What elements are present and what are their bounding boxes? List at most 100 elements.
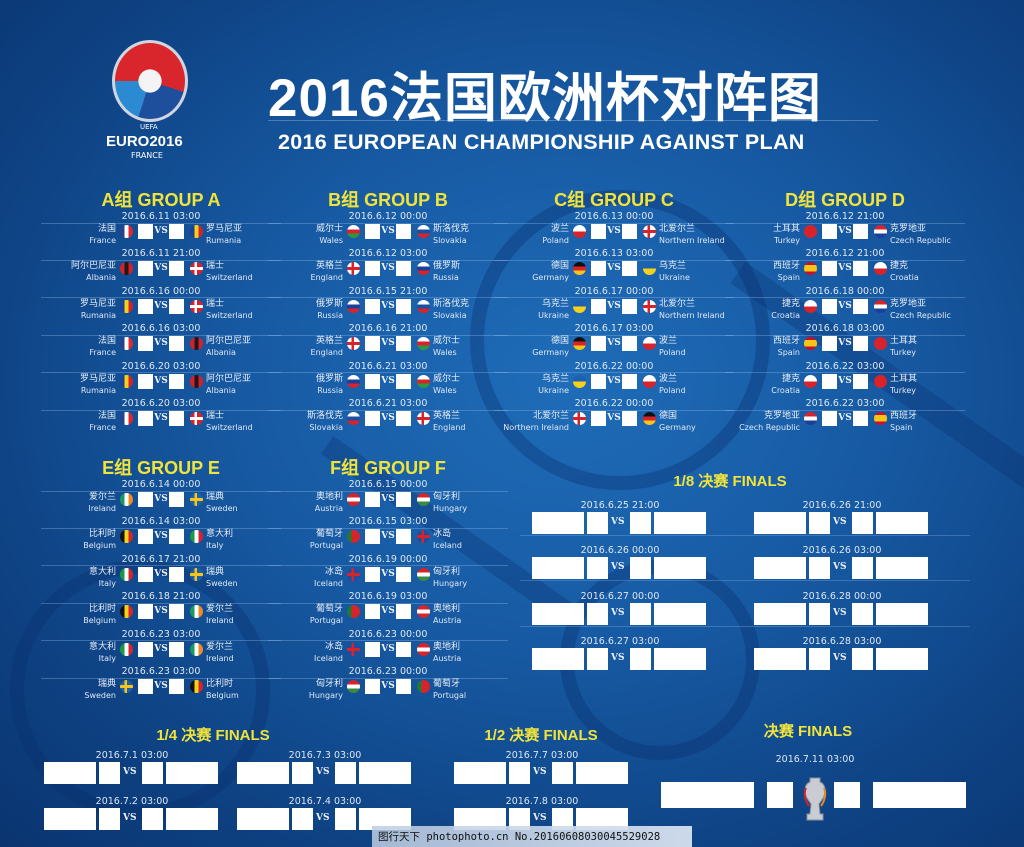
home-score-box[interactable] xyxy=(292,808,313,830)
home-score-box[interactable] xyxy=(822,336,837,352)
home-team-box[interactable] xyxy=(44,762,96,784)
home-score-box[interactable] xyxy=(138,298,153,314)
home-score-box[interactable] xyxy=(822,261,837,277)
away-score-box[interactable] xyxy=(853,261,868,277)
home-score-box[interactable] xyxy=(365,298,380,314)
home-score-box[interactable] xyxy=(365,224,380,239)
away-team-box[interactable] xyxy=(654,512,706,534)
home-score-box[interactable] xyxy=(365,604,380,620)
away-score-box[interactable] xyxy=(396,566,411,582)
home-score-box[interactable] xyxy=(591,298,606,314)
away-score-box[interactable] xyxy=(630,512,651,534)
home-score-box[interactable] xyxy=(509,808,530,830)
final-home-score-box[interactable] xyxy=(767,782,793,808)
home-score-box[interactable] xyxy=(587,557,608,579)
away-score-box[interactable] xyxy=(396,261,411,277)
home-score-box[interactable] xyxy=(99,808,120,830)
away-team-box[interactable] xyxy=(166,808,218,830)
away-team-box[interactable] xyxy=(654,603,706,625)
home-score-box[interactable] xyxy=(365,566,380,582)
away-team-box[interactable] xyxy=(876,557,928,579)
away-score-box[interactable] xyxy=(169,529,184,545)
home-score-box[interactable] xyxy=(365,261,380,277)
home-team-box[interactable] xyxy=(754,512,806,534)
away-score-box[interactable] xyxy=(169,336,184,352)
away-score-box[interactable] xyxy=(169,373,184,389)
home-score-box[interactable] xyxy=(138,336,153,352)
away-score-box[interactable] xyxy=(396,411,411,426)
away-score-box[interactable] xyxy=(169,679,184,694)
final-home-team-box[interactable] xyxy=(661,782,754,808)
home-score-box[interactable] xyxy=(587,648,608,670)
away-team-box[interactable] xyxy=(876,648,928,670)
home-score-box[interactable] xyxy=(587,512,608,534)
home-score-box[interactable] xyxy=(809,557,830,579)
away-score-box[interactable] xyxy=(630,603,651,625)
home-score-box[interactable] xyxy=(587,603,608,625)
away-team-box[interactable] xyxy=(654,648,706,670)
home-team-box[interactable] xyxy=(754,648,806,670)
home-score-box[interactable] xyxy=(365,641,380,657)
home-team-box[interactable] xyxy=(237,762,289,784)
home-score-box[interactable] xyxy=(591,261,606,277)
home-score-box[interactable] xyxy=(138,529,153,545)
home-score-box[interactable] xyxy=(809,648,830,670)
home-team-box[interactable] xyxy=(532,603,584,625)
away-team-box[interactable] xyxy=(876,603,928,625)
home-score-box[interactable] xyxy=(591,411,606,426)
home-score-box[interactable] xyxy=(365,411,380,426)
away-score-box[interactable] xyxy=(852,603,873,625)
away-score-box[interactable] xyxy=(396,679,411,694)
home-score-box[interactable] xyxy=(365,492,380,507)
away-score-box[interactable] xyxy=(396,641,411,657)
home-score-box[interactable] xyxy=(822,224,837,239)
home-team-box[interactable] xyxy=(454,762,506,784)
home-score-box[interactable] xyxy=(822,298,837,314)
away-score-box[interactable] xyxy=(396,224,411,239)
away-score-box[interactable] xyxy=(853,411,868,426)
home-score-box[interactable] xyxy=(138,373,153,389)
away-score-box[interactable] xyxy=(169,298,184,314)
home-score-box[interactable] xyxy=(138,566,153,582)
home-score-box[interactable] xyxy=(138,492,153,507)
away-score-box[interactable] xyxy=(622,298,637,314)
home-team-box[interactable] xyxy=(754,557,806,579)
away-team-box[interactable] xyxy=(359,808,411,830)
home-team-box[interactable] xyxy=(44,808,96,830)
away-score-box[interactable] xyxy=(169,411,184,426)
home-score-box[interactable] xyxy=(822,411,837,426)
away-score-box[interactable] xyxy=(396,604,411,620)
away-score-box[interactable] xyxy=(142,808,163,830)
home-score-box[interactable] xyxy=(99,762,120,784)
away-score-box[interactable] xyxy=(852,557,873,579)
away-score-box[interactable] xyxy=(622,336,637,352)
home-team-box[interactable] xyxy=(532,557,584,579)
home-team-box[interactable] xyxy=(454,808,506,830)
away-score-box[interactable] xyxy=(852,648,873,670)
away-score-box[interactable] xyxy=(853,298,868,314)
home-score-box[interactable] xyxy=(365,529,380,545)
away-score-box[interactable] xyxy=(169,566,184,582)
away-score-box[interactable] xyxy=(853,336,868,352)
home-score-box[interactable] xyxy=(138,641,153,657)
home-score-box[interactable] xyxy=(591,373,606,389)
away-score-box[interactable] xyxy=(853,373,868,389)
away-score-box[interactable] xyxy=(169,492,184,507)
home-score-box[interactable] xyxy=(138,261,153,277)
away-score-box[interactable] xyxy=(853,224,868,239)
home-score-box[interactable] xyxy=(822,373,837,389)
away-team-box[interactable] xyxy=(359,762,411,784)
away-team-box[interactable] xyxy=(654,557,706,579)
away-score-box[interactable] xyxy=(396,298,411,314)
away-score-box[interactable] xyxy=(630,557,651,579)
home-team-box[interactable] xyxy=(754,603,806,625)
away-score-box[interactable] xyxy=(552,808,573,830)
away-team-box[interactable] xyxy=(876,512,928,534)
away-team-box[interactable] xyxy=(576,762,628,784)
away-score-box[interactable] xyxy=(396,492,411,507)
home-score-box[interactable] xyxy=(138,224,153,239)
home-team-box[interactable] xyxy=(532,512,584,534)
home-score-box[interactable] xyxy=(292,762,313,784)
home-score-box[interactable] xyxy=(365,679,380,694)
home-score-box[interactable] xyxy=(809,603,830,625)
